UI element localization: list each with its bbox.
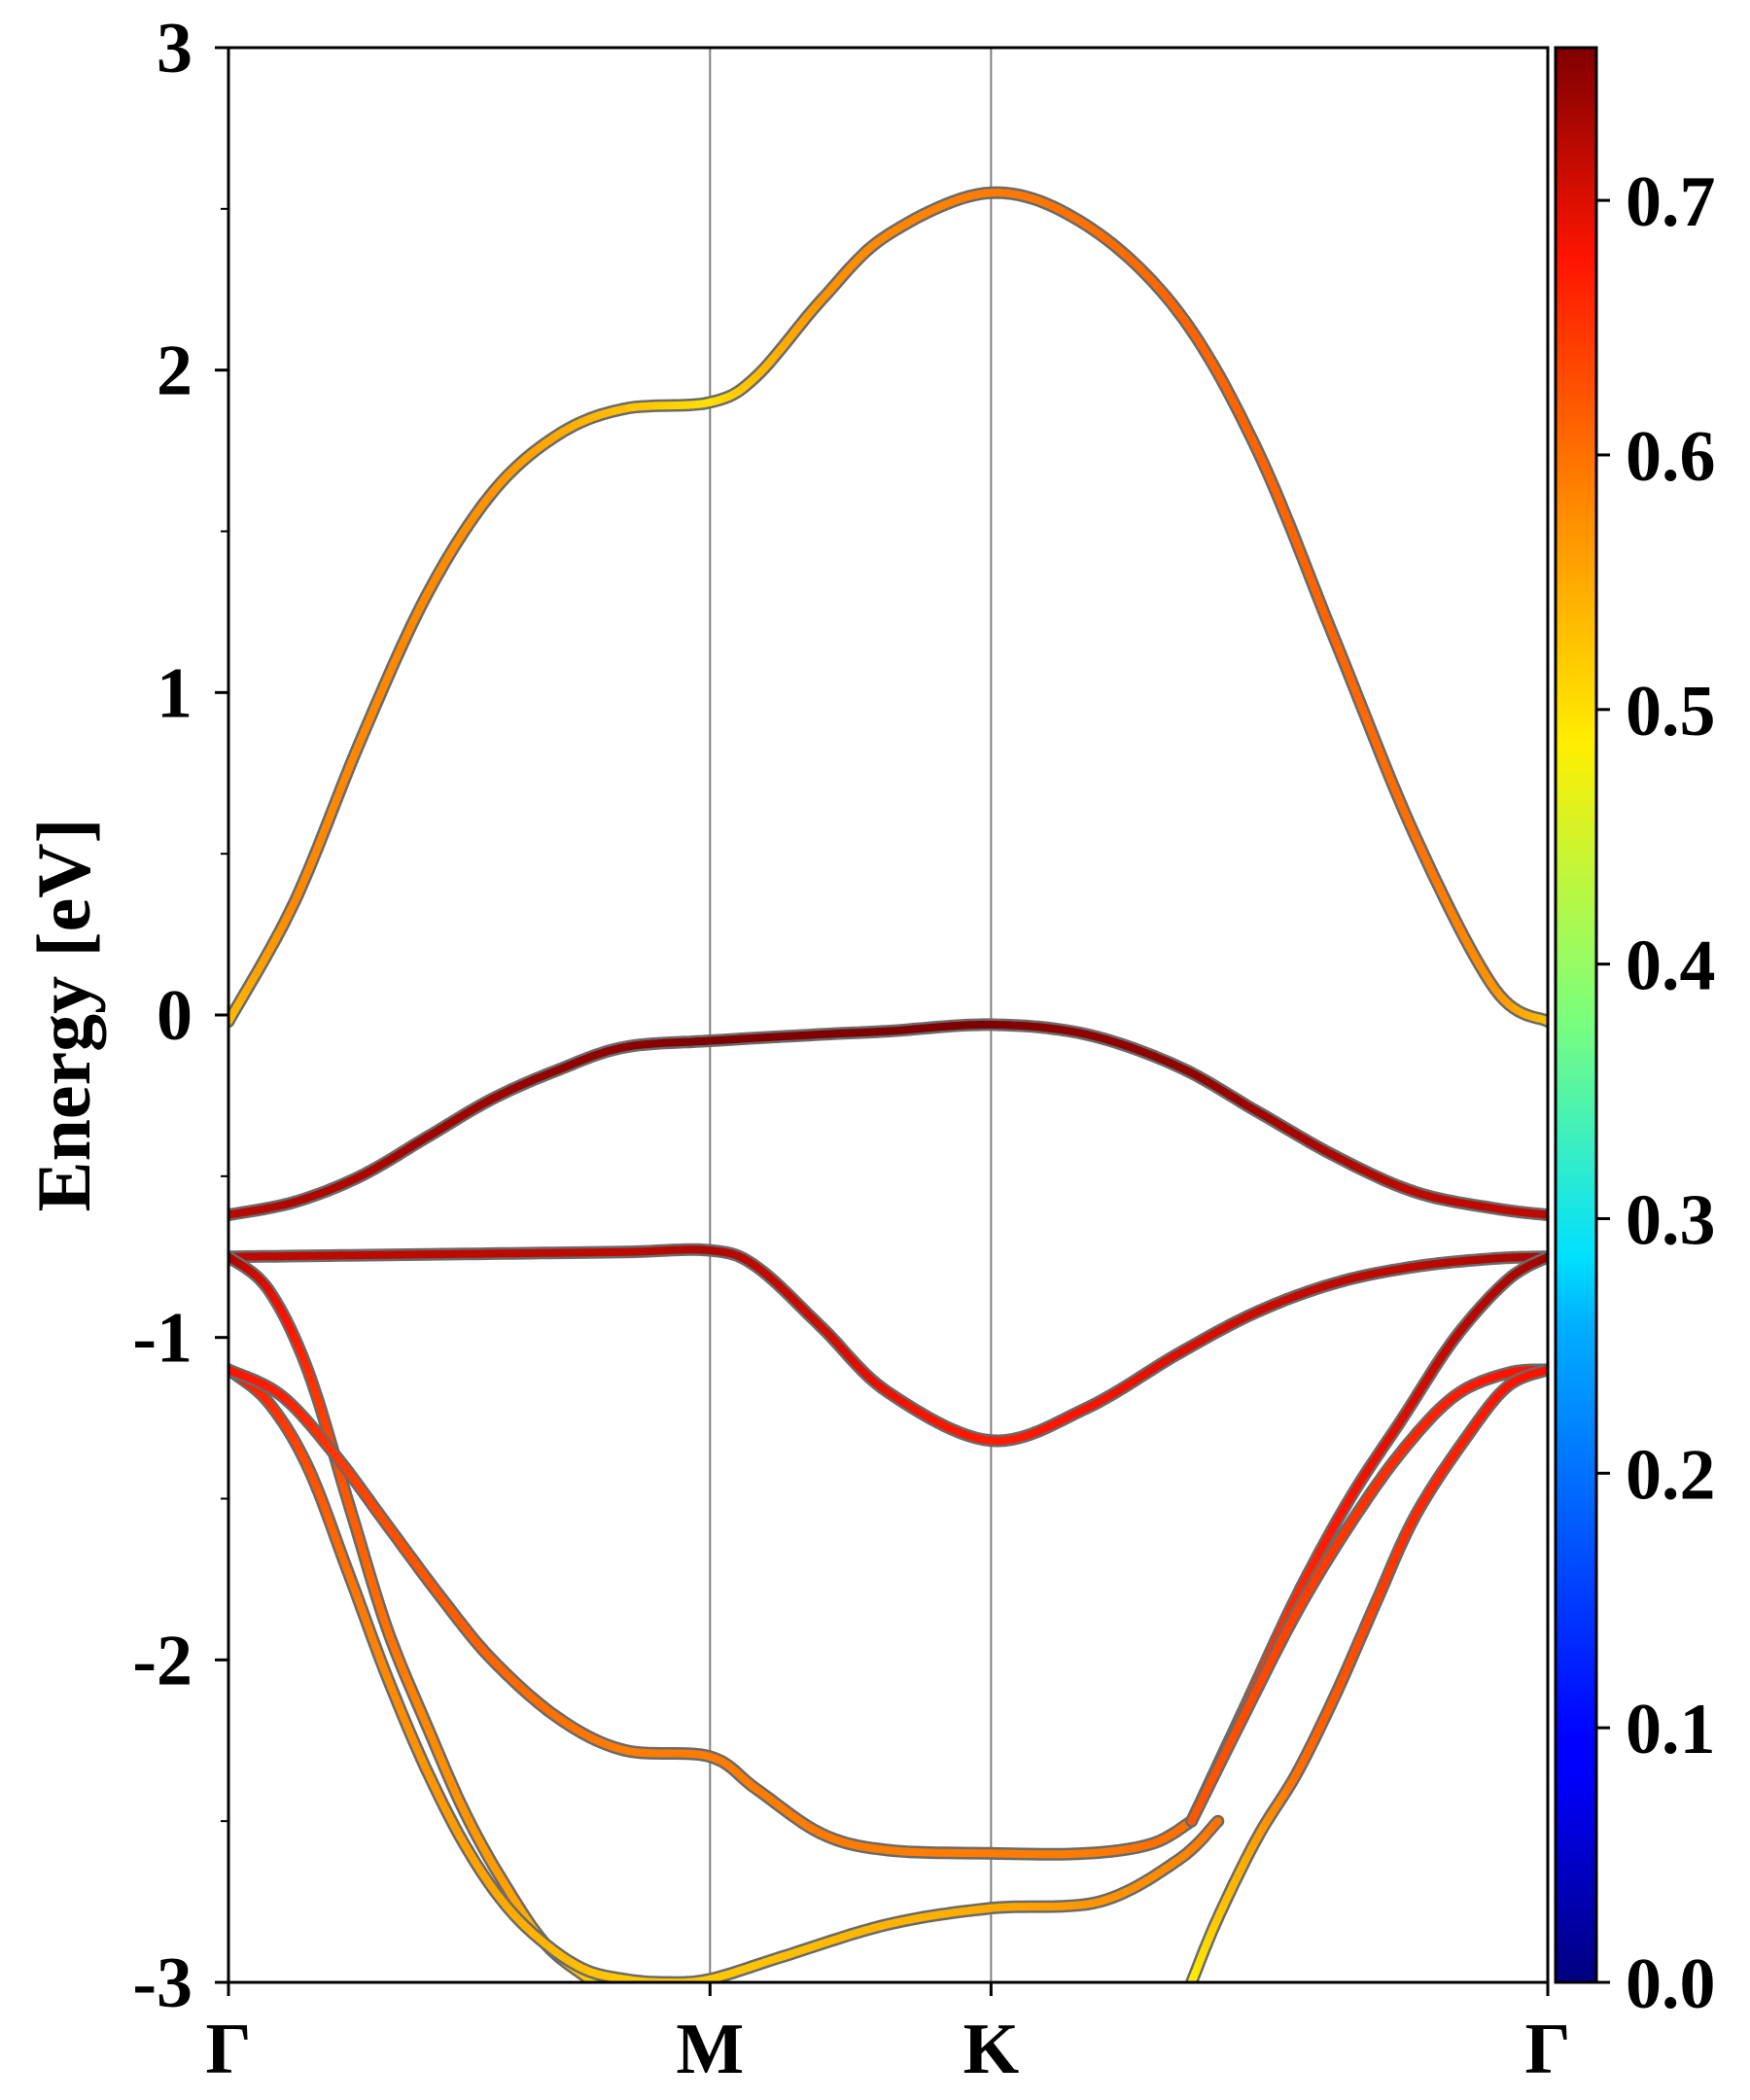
colorbar-tick-label: 0.2 [1626,1435,1716,1515]
x-tick-label: Γ [1524,2010,1570,2089]
colorbar [1554,46,1598,1984]
x-tick-label: K [963,2010,1020,2089]
x-tick-label: M [676,2010,744,2089]
band-outline [228,1018,1548,1222]
band-outline [228,1250,605,1982]
band-line [228,186,1548,1029]
colorbar-tick-label: 0.5 [1626,672,1716,752]
x-tick-label: Γ [205,2010,251,2089]
colorbar-tick-label: 0.0 [1626,1944,1716,2024]
colorbar-ticks: 0.0 0.1 0.2 0.3 0.4 0.5 0.6 0.7 [1596,162,1716,2024]
band-line [1185,1250,1548,1828]
high-symmetry-lines [709,48,993,1982]
y-tick-label: -1 [132,1299,192,1379]
band-line [1185,1363,1548,1982]
colorbar-tick-label: 0.3 [1626,1180,1716,1260]
colorbar-tick-label: 0.7 [1626,162,1716,242]
colorbar-tick-label: 0.6 [1626,417,1716,497]
band-outline [1185,1250,1548,1828]
y-ticks: 3 2 1 0 -1 -2 -3 [132,9,228,2023]
y-tick-label: -3 [132,1943,192,2023]
band-line [228,1363,1199,1861]
y-tick-label: 2 [157,332,192,411]
band-line [228,1250,605,1982]
bands-layer [228,186,1548,1982]
band-outline [1185,1363,1548,1828]
band-outline [228,1363,1225,1982]
band-line [228,1018,1548,1222]
y-tick-label: 3 [157,9,192,88]
band-line [1185,1363,1548,1828]
y-tick-label: -2 [132,1621,192,1700]
colorbar-tick-label: 0.4 [1626,927,1716,1006]
band-line [228,1363,1225,1982]
band-outline [228,186,1548,1029]
y-tick-label: 1 [157,653,192,733]
band-segment [1212,1817,1222,1827]
colorbar-tick-label: 0.1 [1626,1690,1716,1769]
plot-frame [227,46,1550,1984]
band-line [228,1242,1548,1448]
y-tick-label: 0 [157,976,192,1056]
y-axis-label: Energy [eV] [21,818,106,1211]
